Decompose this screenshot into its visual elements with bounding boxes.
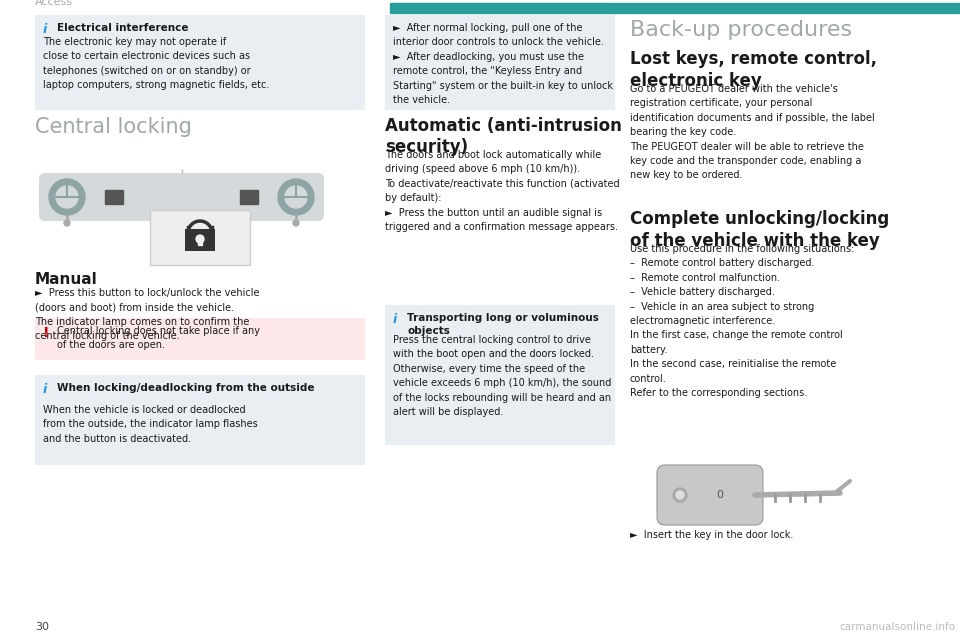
Bar xyxy=(185,229,215,251)
FancyBboxPatch shape xyxy=(657,465,763,525)
Text: ►  After normal locking, pull one of the
interior door controls to unlock the ve: ► After normal locking, pull one of the … xyxy=(393,23,613,105)
Text: i: i xyxy=(393,313,397,326)
Circle shape xyxy=(56,186,78,208)
Bar xyxy=(150,210,250,265)
Text: Transporting long or voluminous
objects: Transporting long or voluminous objects xyxy=(407,313,599,336)
Circle shape xyxy=(673,488,687,502)
Bar xyxy=(35,15,365,110)
Bar xyxy=(390,3,960,13)
Text: !: ! xyxy=(43,326,50,340)
FancyBboxPatch shape xyxy=(172,173,324,221)
Text: i: i xyxy=(43,383,47,396)
Bar xyxy=(240,190,258,204)
Text: When locking/deadlocking from the outside: When locking/deadlocking from the outsid… xyxy=(57,383,315,393)
Text: ►  Insert the key in the door lock.: ► Insert the key in the door lock. xyxy=(630,530,793,540)
Text: The doors and boot lock automatically while
driving (speed above 6 mph (10 km/h): The doors and boot lock automatically wh… xyxy=(385,150,619,232)
Text: 0: 0 xyxy=(716,490,724,500)
Circle shape xyxy=(293,220,299,226)
Text: Back-up procedures: Back-up procedures xyxy=(630,20,852,40)
Bar xyxy=(198,237,202,245)
Text: Central locking: Central locking xyxy=(35,117,192,137)
Circle shape xyxy=(196,235,204,243)
Bar xyxy=(385,305,615,445)
Text: Automatic (anti-intrusion
security): Automatic (anti-intrusion security) xyxy=(385,117,622,157)
Text: i: i xyxy=(43,23,47,36)
Text: Central locking does not take place if any
of the doors are open.: Central locking does not take place if a… xyxy=(57,326,260,350)
Circle shape xyxy=(64,220,70,226)
Text: Press the central locking control to drive
with the boot open and the doors lock: Press the central locking control to dri… xyxy=(393,335,612,417)
Text: Lost keys, remote control,
electronic key: Lost keys, remote control, electronic ke… xyxy=(630,50,877,90)
Text: ►  Press this button to lock/unlock the vehicle
(doors and boot) from inside the: ► Press this button to lock/unlock the v… xyxy=(35,288,259,341)
Text: Use this procedure in the following situations:
–  Remote control battery discha: Use this procedure in the following situ… xyxy=(630,244,854,398)
Bar xyxy=(35,318,365,360)
Circle shape xyxy=(278,179,314,215)
Circle shape xyxy=(49,179,85,215)
Text: Complete unlocking/locking
of the vehicle with the key: Complete unlocking/locking of the vehicl… xyxy=(630,210,889,250)
Circle shape xyxy=(285,186,307,208)
FancyBboxPatch shape xyxy=(39,173,191,221)
Text: 30: 30 xyxy=(35,622,49,632)
Text: Go to a PEUGEOT dealer with the vehicle's
registration certificate, your persona: Go to a PEUGEOT dealer with the vehicle'… xyxy=(630,84,875,180)
Text: When the vehicle is locked or deadlocked
from the outside, the indicator lamp fl: When the vehicle is locked or deadlocked… xyxy=(43,405,257,444)
Text: Manual: Manual xyxy=(35,272,98,287)
Text: Electrical interference: Electrical interference xyxy=(57,23,188,33)
Text: The electronic key may not operate if
close to certain electronic devices such a: The electronic key may not operate if cl… xyxy=(43,37,270,90)
Bar xyxy=(35,375,365,465)
Text: Access: Access xyxy=(35,0,73,7)
Bar xyxy=(385,15,615,110)
Text: carmanualsonline.info: carmanualsonline.info xyxy=(839,622,955,632)
Bar xyxy=(105,190,123,204)
Circle shape xyxy=(676,491,684,499)
